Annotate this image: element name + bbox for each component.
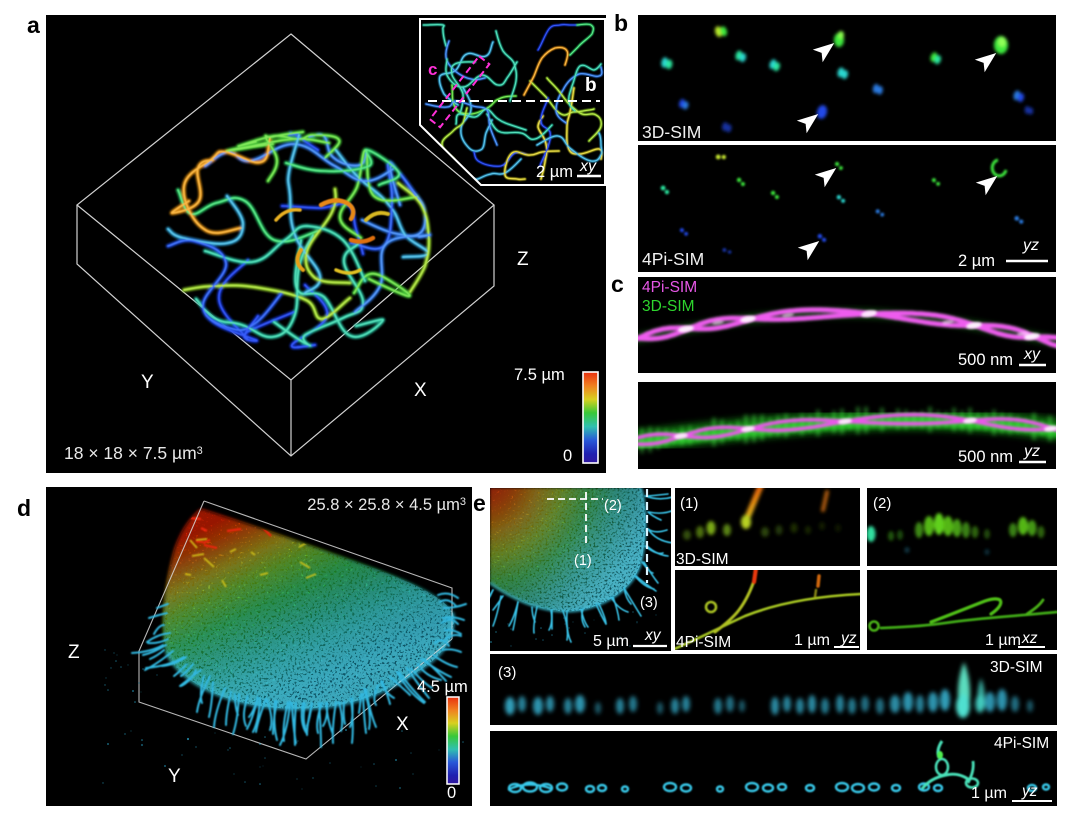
svg-text:25.8 × 25.8 × 4.5 µm3: 25.8 × 25.8 × 4.5 µm3: [307, 496, 466, 514]
svg-text:X: X: [414, 380, 427, 401]
svg-text:4Pi-SIM: 4Pi-SIM: [994, 735, 1049, 752]
svg-text:0: 0: [563, 447, 572, 465]
svg-text:0: 0: [447, 784, 456, 802]
svg-text:1 µm: 1 µm: [985, 632, 1021, 649]
svg-text:yz: yz: [1022, 237, 1039, 254]
svg-text:7.5 µm: 7.5 µm: [514, 366, 565, 384]
svg-text:4Pi-SIM: 4Pi-SIM: [676, 634, 731, 650]
svg-text:2 µm: 2 µm: [536, 163, 573, 181]
svg-text:Y: Y: [141, 372, 154, 393]
svg-text:4Pi-SIM: 4Pi-SIM: [642, 249, 704, 269]
svg-text:c: c: [428, 60, 437, 79]
svg-text:xy: xy: [1023, 346, 1041, 363]
svg-text:500 nm: 500 nm: [958, 448, 1013, 466]
svg-text:yz: yz: [1023, 443, 1040, 460]
svg-text:xy: xy: [579, 158, 597, 175]
svg-text:xz: xz: [1021, 630, 1038, 647]
svg-text:1 µm: 1 µm: [971, 785, 1007, 802]
svg-text:X: X: [396, 714, 409, 735]
svg-text:(2): (2): [873, 495, 891, 512]
svg-text:Y: Y: [168, 766, 181, 787]
svg-text:(1): (1): [680, 495, 698, 512]
svg-text:4Pi-SIM: 4Pi-SIM: [642, 279, 697, 296]
svg-text:b: b: [585, 75, 597, 96]
svg-text:500 nm: 500 nm: [958, 351, 1013, 369]
svg-text:yz: yz: [840, 630, 857, 647]
svg-text:3D-SIM: 3D-SIM: [676, 551, 729, 566]
svg-text:(2): (2): [604, 498, 622, 514]
svg-text:4.5 µm: 4.5 µm: [417, 678, 468, 696]
svg-text:5 µm: 5 µm: [593, 633, 629, 650]
svg-text:1 µm: 1 µm: [794, 632, 830, 649]
svg-text:yz: yz: [1021, 783, 1038, 800]
svg-text:(3): (3): [498, 664, 516, 681]
svg-text:Z: Z: [68, 642, 80, 663]
svg-text:18 × 18 × 7.5 µm3: 18 × 18 × 7.5 µm3: [64, 443, 203, 463]
svg-text:Z: Z: [517, 249, 529, 270]
svg-text:3D-SIM: 3D-SIM: [642, 298, 695, 315]
svg-text:(3): (3): [640, 595, 658, 611]
svg-text:2 µm: 2 µm: [958, 252, 995, 270]
svg-text:3D-SIM: 3D-SIM: [642, 122, 701, 141]
svg-text:(1): (1): [574, 553, 592, 569]
svg-text:xy: xy: [644, 627, 662, 644]
svg-text:3D-SIM: 3D-SIM: [990, 659, 1043, 676]
